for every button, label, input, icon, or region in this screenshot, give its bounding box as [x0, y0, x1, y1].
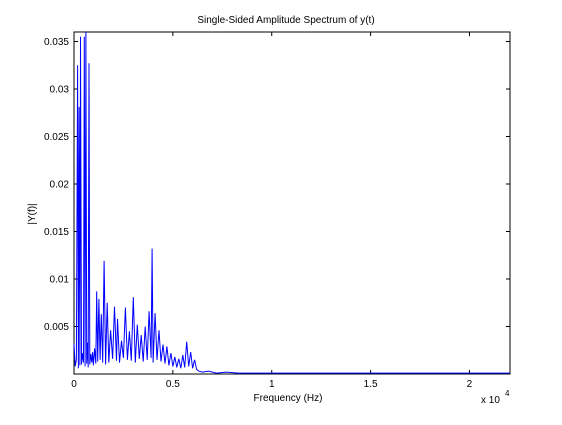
ticks-group: 0 0.5 1 1.5 2 0.005 0.01 0.015 0.02 0.025 0.03 0.03… — [44, 32, 510, 390]
x-tick-label: 1.5 — [364, 379, 378, 390]
y-tick-label: 0.03 — [50, 85, 70, 96]
data-layer — [73, 31, 510, 374]
y-tick-label: 0.02 — [50, 180, 70, 191]
x-tick-label: 2 — [467, 379, 473, 390]
axes-box — [73, 31, 511, 375]
y-axis-label: |Y(f)| — [27, 203, 38, 224]
x-exponent-label: x 10 — [481, 395, 500, 406]
x-axis-label: Frequency (Hz) — [254, 393, 323, 404]
y-tick-label: 0.01 — [50, 275, 70, 286]
x-exponent-power: 4 — [505, 389, 510, 398]
x-tick-label: 0 — [71, 379, 77, 390]
chart-title: Single-Sided Amplitude Spectrum of y(t) — [197, 15, 374, 26]
y-tick-label: 0.005 — [44, 322, 69, 333]
x-tick-label: 1 — [269, 379, 275, 390]
y-tick-label: 0.015 — [44, 227, 69, 238]
x-tick-label: 0.5 — [166, 379, 180, 390]
y-tick-label: 0.025 — [44, 132, 69, 143]
y-tick-label: 0.035 — [44, 37, 69, 48]
spectrum-line — [73, 31, 510, 374]
